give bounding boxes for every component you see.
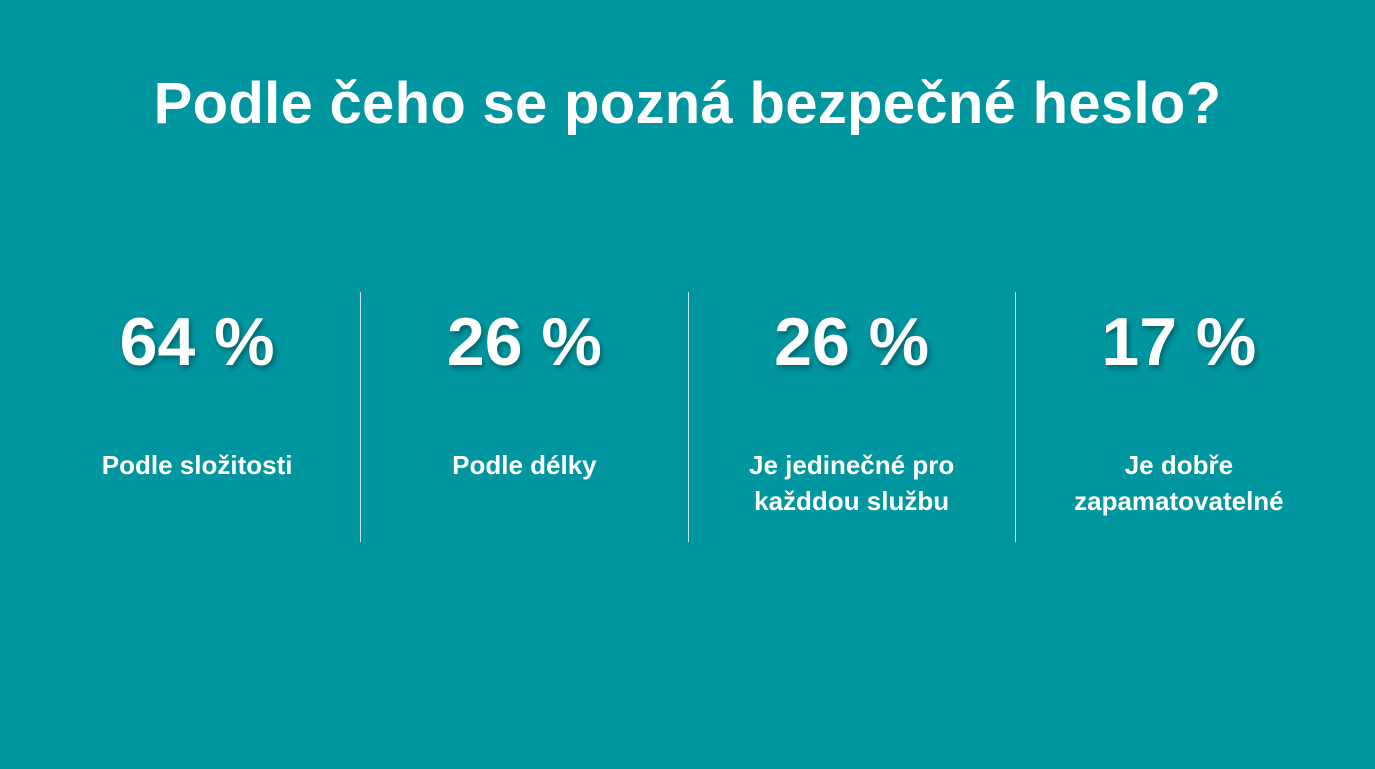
stat-label-line: Podle složitosti — [101, 450, 293, 480]
stat-label-line: Je dobře — [1124, 450, 1234, 480]
stat-label-line: Podle délky — [452, 450, 597, 480]
stat-complexity: 64 % Podle složitosti — [34, 292, 360, 542]
stat-label: Je dobře zapamatovatelné — [1036, 447, 1322, 519]
stat-label: Je jedinečné pro každdou službu — [709, 447, 995, 519]
stat-value: 17 % — [1101, 304, 1257, 380]
stat-label-line: každdou službu — [754, 486, 950, 516]
stat-label: Podle složitosti — [54, 447, 340, 483]
stat-label-line: Je jedinečné pro — [749, 450, 955, 480]
stat-value: 26 % — [774, 304, 930, 380]
slide-title: Podle čeho se pozná bezpečné heslo? — [153, 71, 1222, 136]
stat-unique: 26 % Je jedinečné pro každdou službu — [687, 292, 1015, 542]
stat-value: 26 % — [446, 304, 602, 380]
stat-memorable: 17 % Je dobře zapamatovatelné — [1014, 292, 1342, 542]
stat-label: Podle délky — [381, 447, 667, 483]
stat-value: 64 % — [119, 304, 275, 380]
stats-row: 64 % Podle složitosti 26 % Podle délky 2… — [34, 292, 1342, 542]
stat-length: 26 % Podle délky — [360, 292, 687, 542]
stat-label-line: zapamatovatelné — [1074, 486, 1284, 516]
